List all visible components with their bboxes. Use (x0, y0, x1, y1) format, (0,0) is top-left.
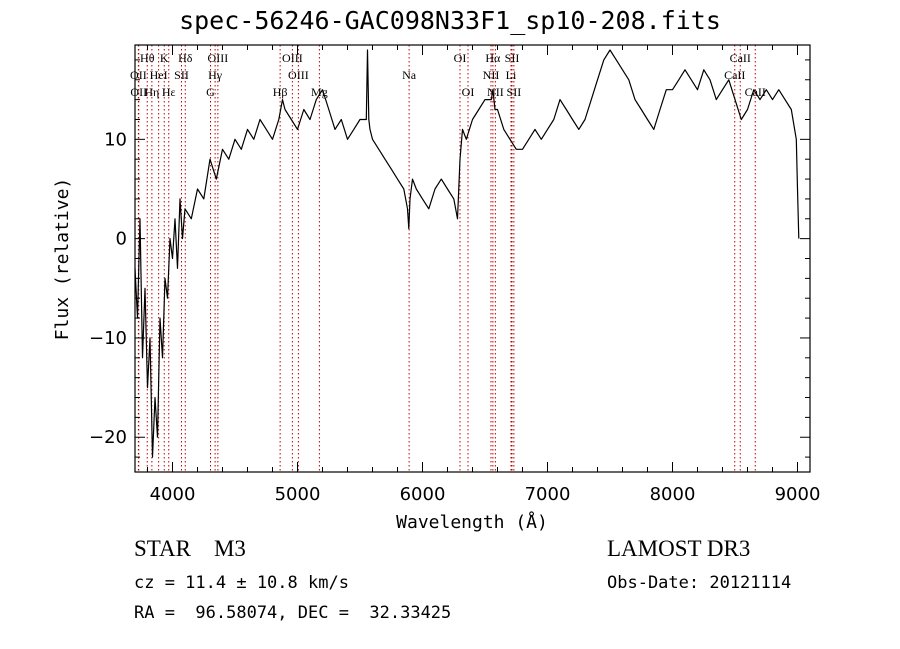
y-tick-label-3: 10 (104, 129, 127, 150)
line-label-6: Hα (485, 51, 501, 65)
flux-series-line (134, 49, 800, 458)
line-label-26: SII (507, 85, 522, 99)
chart-title: spec-56246-GAC098N33F1_sp10-208.fits (179, 6, 721, 35)
cz-value: cz = 11.4 ± 10.8 km/s (134, 573, 349, 593)
line-label-11: SII (174, 68, 189, 82)
y-tick-label-0: −20 (89, 427, 127, 448)
line-label-10: HeI (150, 68, 168, 82)
line-label-15: NII (483, 68, 500, 82)
line-label-14: Na (402, 68, 417, 82)
object-class-label: STAR (134, 536, 191, 561)
line-label-25: NII (487, 85, 504, 99)
line-label-19: Hη (144, 85, 159, 99)
line-label-2: Hδ (178, 51, 193, 65)
line-label-23: Mg (311, 85, 328, 99)
y-tick-label-2: 0 (116, 229, 127, 250)
line-label-21: G (206, 85, 215, 99)
x-tick-label-0: 4000 (150, 484, 196, 505)
y-tick-label-1: −10 (89, 328, 127, 349)
line-label-24: OI (462, 85, 475, 99)
line-label-17: CaII (724, 68, 745, 82)
x-tick-label-3: 7000 (525, 484, 571, 505)
x-axis-label: Wavelength (Å) (396, 511, 548, 533)
line-label-1: K (160, 51, 169, 65)
line-labels: Hθ K Hδ OIII OIII OI Hα SII CaII OII HeI SII Hγ OIII N… (130, 51, 766, 99)
ra-dec: RA = 96.58074, DEC = 32.33425 (134, 603, 452, 623)
line-label-8: CaII (730, 51, 751, 65)
line-markers (137, 45, 756, 472)
line-label-5: OI (454, 51, 467, 65)
obs-date: Obs-Date: 20121114 (607, 573, 792, 593)
line-label-4: OIII (282, 51, 303, 65)
line-label-12: Hγ (208, 68, 223, 82)
x-tick-label-1: 5000 (275, 484, 321, 505)
y-axis: −20 −10 0 10 (89, 59, 810, 458)
object-class: STAR M3 (134, 536, 246, 562)
line-label-13: OIII (288, 68, 309, 82)
line-label-0: Hθ (140, 51, 155, 65)
survey-name: LAMOST DR3 (607, 536, 751, 561)
line-label-20: Hε (162, 85, 176, 99)
y-axis-label: Flux (relative) (52, 178, 73, 341)
x-tick-label-5: 9000 (775, 484, 821, 505)
x-axis: 4000 5000 6000 7000 8000 9000 (147, 45, 821, 505)
line-label-9: OII (130, 68, 147, 82)
plot-frame (134, 44, 811, 473)
line-label-16: Li (506, 68, 517, 82)
x-tick-label-2: 6000 (400, 484, 446, 505)
x-tick-label-4: 8000 (650, 484, 696, 505)
class-gap (191, 536, 214, 561)
line-label-22: Hβ (273, 85, 288, 99)
line-label-3: OIII (208, 51, 229, 65)
object-subclass-label: M3 (213, 536, 246, 561)
line-label-7: SII (505, 51, 520, 65)
